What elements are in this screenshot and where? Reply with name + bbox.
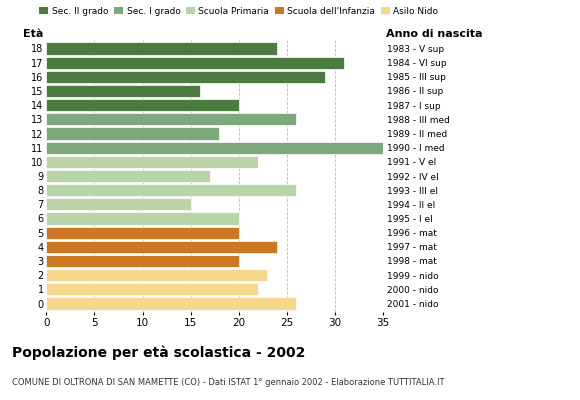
Bar — [46, 255, 238, 267]
Bar — [46, 85, 200, 97]
Bar — [46, 212, 238, 224]
Bar — [46, 57, 345, 69]
Bar — [46, 113, 296, 125]
Bar — [46, 269, 267, 281]
Bar — [46, 241, 277, 253]
Bar — [46, 227, 238, 239]
Bar — [46, 99, 238, 111]
Bar — [46, 298, 296, 310]
Bar — [46, 198, 191, 210]
Bar — [46, 170, 210, 182]
Text: Anno di nascita: Anno di nascita — [386, 29, 483, 39]
Bar — [46, 142, 383, 154]
Text: COMUNE DI OLTRONA DI SAN MAMETTE (CO) - Dati ISTAT 1° gennaio 2002 - Elaborazion: COMUNE DI OLTRONA DI SAN MAMETTE (CO) - … — [12, 378, 444, 387]
Bar — [46, 42, 277, 54]
Bar — [46, 283, 258, 295]
Bar — [46, 71, 325, 83]
Bar — [46, 156, 258, 168]
Legend: Sec. II grado, Sec. I grado, Scuola Primaria, Scuola dell'Infanzia, Asilo Nido: Sec. II grado, Sec. I grado, Scuola Prim… — [39, 6, 438, 16]
Bar — [46, 184, 296, 196]
Bar — [46, 128, 219, 140]
Text: Età: Età — [23, 29, 43, 39]
Text: Popolazione per età scolastica - 2002: Popolazione per età scolastica - 2002 — [12, 346, 305, 360]
